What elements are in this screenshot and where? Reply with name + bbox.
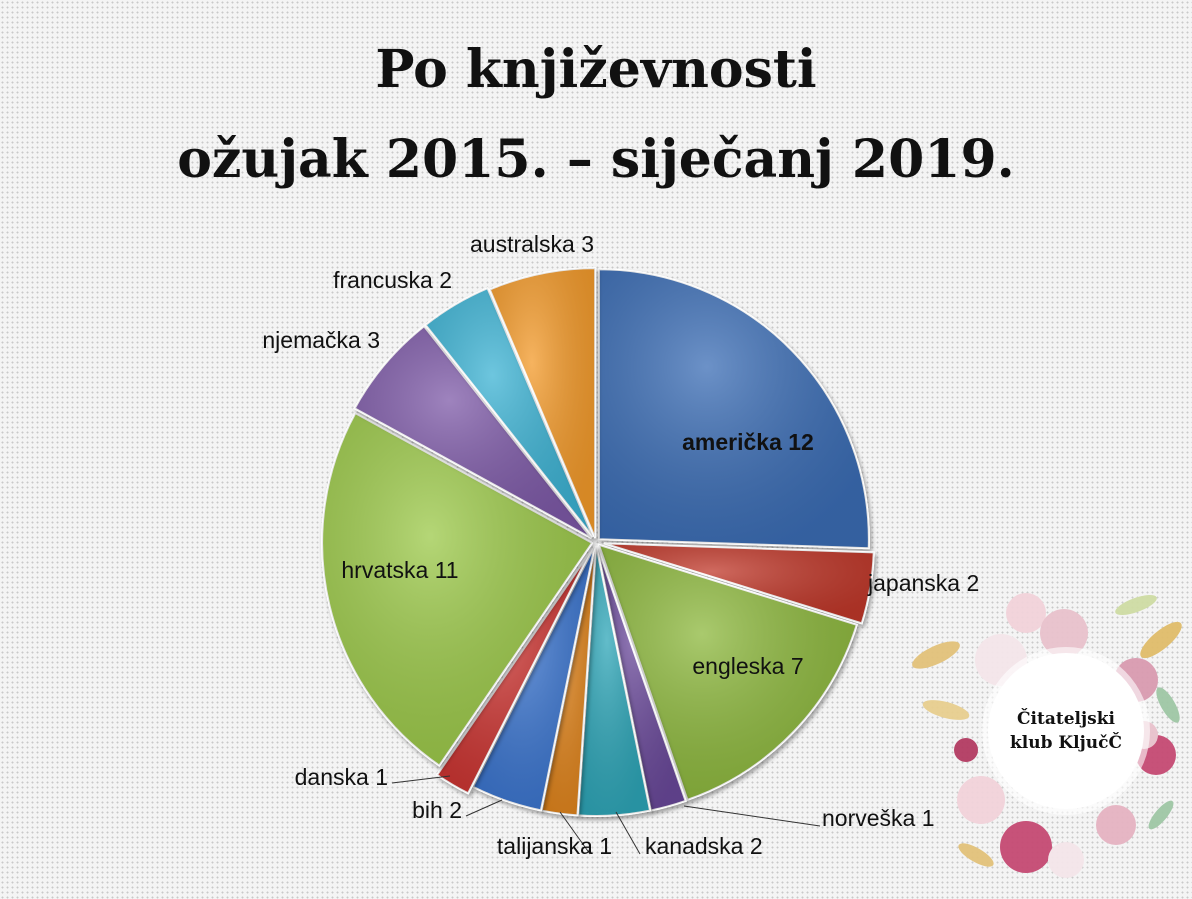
data-label-japanska: japanska 2	[867, 570, 979, 596]
data-label-danska: danska 1	[295, 764, 388, 790]
pie-slice-shading-engleska	[598, 544, 857, 800]
pie-slice-shading-kanadska	[578, 545, 651, 816]
club-name: Čitateljski klub KljučČ	[988, 653, 1144, 809]
data-label-norveška: norveška 1	[822, 805, 935, 831]
data-label-američka: američka 12	[682, 429, 814, 455]
leader-line-bih	[465, 799, 503, 817]
data-label-talijanska: talijanska 1	[497, 833, 612, 859]
club-name-line-1: Čitateljski	[1017, 709, 1115, 729]
pie-slice-shading-talijanska	[541, 545, 596, 816]
pie-slice-shading-američka	[598, 269, 869, 549]
leader-line-danska	[391, 775, 451, 784]
data-label-bih: bih 2	[412, 797, 462, 823]
pie-slice-shading-australska	[489, 268, 596, 539]
pie-slice-shading-japanska	[603, 543, 874, 624]
club-logo-badge: Čitateljski klub KljučČ	[906, 585, 1186, 885]
pie-slice-shading-bih	[472, 545, 595, 811]
pie-slice-shading-hrvatska	[322, 413, 593, 766]
data-label-australska: australska 3	[470, 231, 594, 257]
data-label-kanadska: kanadska 2	[645, 833, 763, 859]
pie-slice-shading-danska	[437, 552, 590, 794]
leader-line-talijanska	[559, 811, 591, 855]
pie-slice-shading-norveška	[597, 545, 686, 811]
data-label-njemačka: njemačka 3	[262, 327, 380, 353]
data-label-francuska: francuska 2	[333, 267, 452, 293]
club-name-line-2: klub KljučČ	[1009, 733, 1123, 753]
pie-slice-shading-francuska	[425, 288, 593, 537]
data-label-hrvatska: hrvatska 11	[341, 557, 458, 583]
chart-title-line-1: Po književnosti	[375, 39, 817, 100]
pie-slice-shading-njemačka	[354, 326, 592, 539]
leader-line-norveška	[683, 805, 821, 827]
data-label-engleska: engleska 7	[692, 653, 803, 679]
leader-line-kanadska	[615, 811, 641, 855]
chart-title-line-2: ožujak 2015. – siječanj 2019.	[177, 129, 1015, 190]
